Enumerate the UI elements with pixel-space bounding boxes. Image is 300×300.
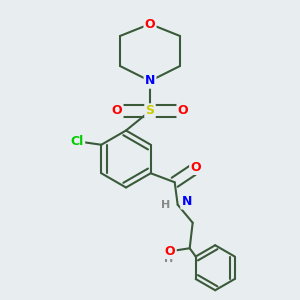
Text: O: O — [112, 104, 122, 118]
Text: H: H — [161, 200, 170, 210]
Text: O: O — [178, 104, 188, 118]
Text: O: O — [145, 17, 155, 31]
Text: O: O — [190, 161, 201, 174]
Text: H: H — [164, 254, 173, 264]
Text: S: S — [146, 104, 154, 118]
Text: Cl: Cl — [71, 135, 84, 148]
Text: O: O — [165, 245, 175, 258]
Text: N: N — [182, 195, 192, 208]
Text: N: N — [145, 74, 155, 88]
